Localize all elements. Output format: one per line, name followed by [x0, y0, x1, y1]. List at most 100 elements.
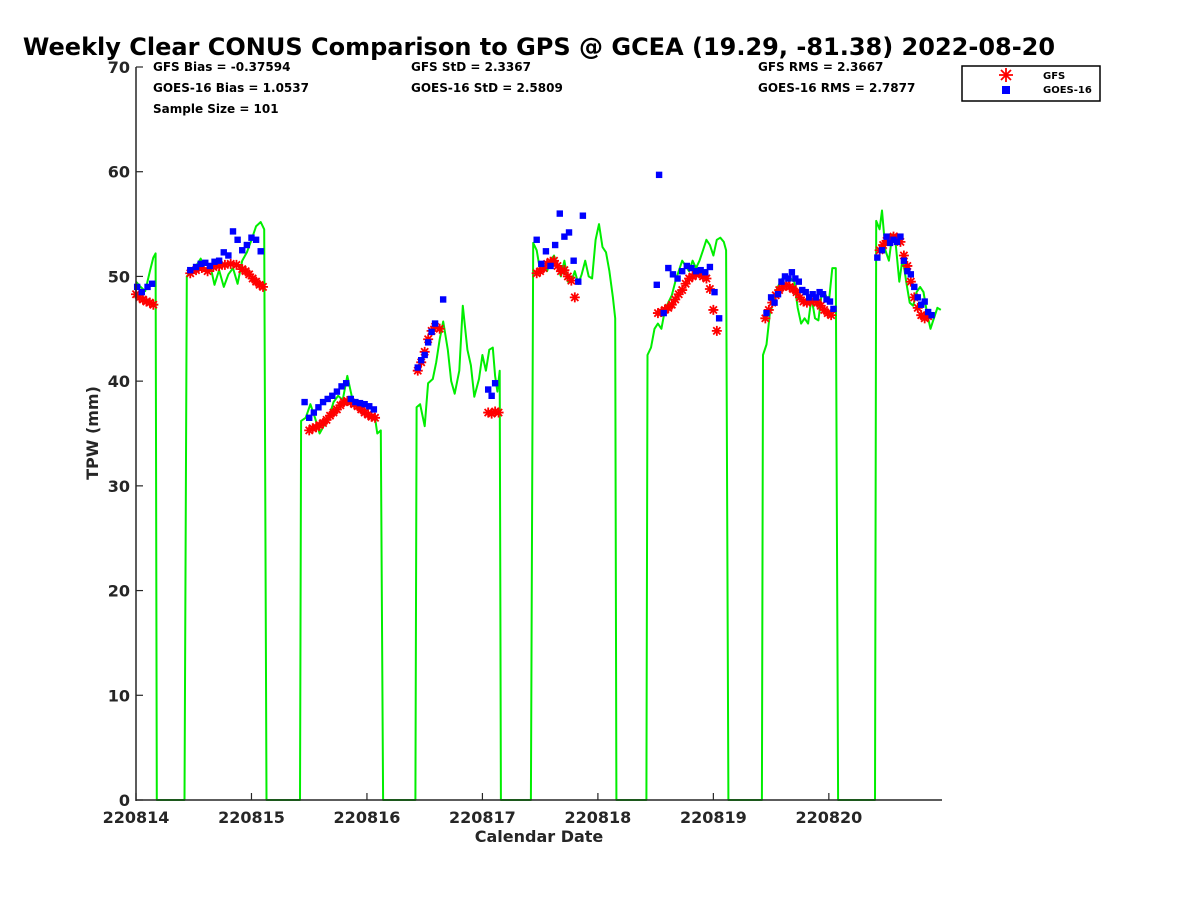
- goes16-point: [352, 398, 359, 406]
- gfs-point: [680, 278, 691, 289]
- gfs-point: [552, 260, 563, 271]
- y-tick-label: 40: [108, 372, 130, 391]
- stat-goes-std: GOES-16 StD = 2.5809: [411, 81, 563, 95]
- gfs-point: [359, 407, 370, 418]
- goes16-point: [220, 249, 227, 256]
- goes16-point: [688, 264, 695, 272]
- goes16-point: [785, 275, 792, 282]
- goes16-point: [192, 263, 200, 271]
- goes16-point: [547, 262, 554, 270]
- goes16-point: [893, 238, 901, 246]
- gfs-point: [531, 268, 542, 279]
- goes16-point: [542, 248, 550, 255]
- goes16-point: [788, 269, 796, 276]
- gfs-point: [542, 258, 553, 269]
- goes16-point: [823, 296, 830, 303]
- goes16-point: [767, 294, 775, 301]
- goes16-point: [674, 275, 681, 282]
- goes16-point: [702, 269, 709, 276]
- y-axis-label: TPW (mm): [83, 386, 102, 480]
- goes16-point: [570, 257, 577, 264]
- gfs-point: [891, 232, 902, 243]
- gfs-point: [878, 240, 889, 251]
- goes16-point: [428, 328, 435, 336]
- goes16-point: [538, 260, 545, 268]
- gfs-point: [493, 407, 504, 418]
- goes16-point: [928, 311, 935, 319]
- gfs-point: [562, 271, 573, 282]
- goes16-point: [561, 233, 568, 240]
- goes16-point: [551, 241, 559, 249]
- x-tick-label: 220817: [449, 808, 516, 827]
- gfs-point: [902, 260, 913, 271]
- gfs-point: [569, 292, 580, 303]
- goes-series-layer: [133, 171, 935, 421]
- goes16-point: [257, 248, 264, 255]
- gfs-point: [545, 256, 556, 267]
- x-tick-label: 220816: [334, 808, 401, 827]
- gfs-point: [237, 264, 248, 275]
- gfs-point: [134, 292, 145, 303]
- goes16-point: [890, 236, 897, 243]
- goes16-point: [812, 294, 820, 301]
- goes16-point: [361, 400, 368, 408]
- goes16-point: [921, 298, 928, 305]
- goes16-point: [653, 281, 660, 289]
- goes16-point: [338, 383, 345, 390]
- x-tick-label: 220818: [564, 808, 631, 827]
- legend: GFS GOES-16: [961, 65, 1101, 102]
- gfs-point: [815, 300, 826, 311]
- gfs-point: [697, 271, 708, 282]
- goes16-point: [914, 294, 921, 301]
- gfs-point: [363, 409, 374, 420]
- x-tick-label: 220814: [103, 808, 170, 827]
- legend-goes-marker: [1002, 86, 1010, 94]
- gfs-point: [791, 287, 802, 298]
- gfs-point: [483, 407, 494, 418]
- gfs-point: [311, 422, 322, 433]
- goes16-point: [306, 414, 313, 421]
- gfs-point: [666, 299, 677, 310]
- goes16-point: [697, 266, 704, 274]
- gfs-point: [826, 310, 837, 321]
- goes16-point: [706, 263, 714, 271]
- goes16-point: [431, 320, 439, 327]
- goes16-point: [421, 351, 428, 359]
- gfs-point: [314, 420, 325, 431]
- goes16-point: [491, 380, 499, 387]
- gfs-point: [225, 258, 236, 269]
- goes16-point: [907, 271, 915, 278]
- gfs-point: [338, 397, 349, 408]
- gfs-point: [370, 412, 381, 423]
- gfs-point: [304, 425, 315, 436]
- goes16-point: [795, 278, 803, 285]
- goes16-point: [911, 283, 918, 291]
- x-axis-ticks: 220814 220815 220816 220817 220818 220819 2208…: [103, 793, 862, 827]
- goes16-point: [771, 299, 778, 306]
- y-axis-ticks: 0 10 20 30 40 50 60 70: [108, 58, 143, 810]
- goes16-point: [579, 212, 587, 219]
- gfs-point: [704, 283, 715, 294]
- goes16-point: [202, 259, 209, 267]
- gfs-point: [684, 273, 695, 284]
- goes16-point: [248, 234, 255, 241]
- gfs-point: [219, 259, 230, 270]
- stat-gfs-bias: GFS Bias = -0.37594: [153, 60, 290, 74]
- gfs-point: [701, 273, 712, 284]
- goes16-point: [809, 291, 816, 298]
- goes16-point: [329, 392, 336, 400]
- goes16-point: [665, 264, 672, 272]
- goes16-point: [211, 258, 218, 265]
- gfs-point: [254, 279, 265, 290]
- goes16-point: [239, 247, 246, 254]
- goes16-point: [342, 380, 350, 387]
- gfs-point: [490, 406, 501, 417]
- goes16-point: [792, 275, 799, 282]
- goes16-point: [488, 392, 495, 400]
- gfs-point: [801, 297, 812, 308]
- y-tick-label: 60: [108, 163, 130, 182]
- goes16-point: [366, 403, 373, 410]
- legend-gfs-marker: [999, 68, 1013, 82]
- gfs-point: [231, 259, 242, 270]
- goes16-point: [883, 233, 890, 240]
